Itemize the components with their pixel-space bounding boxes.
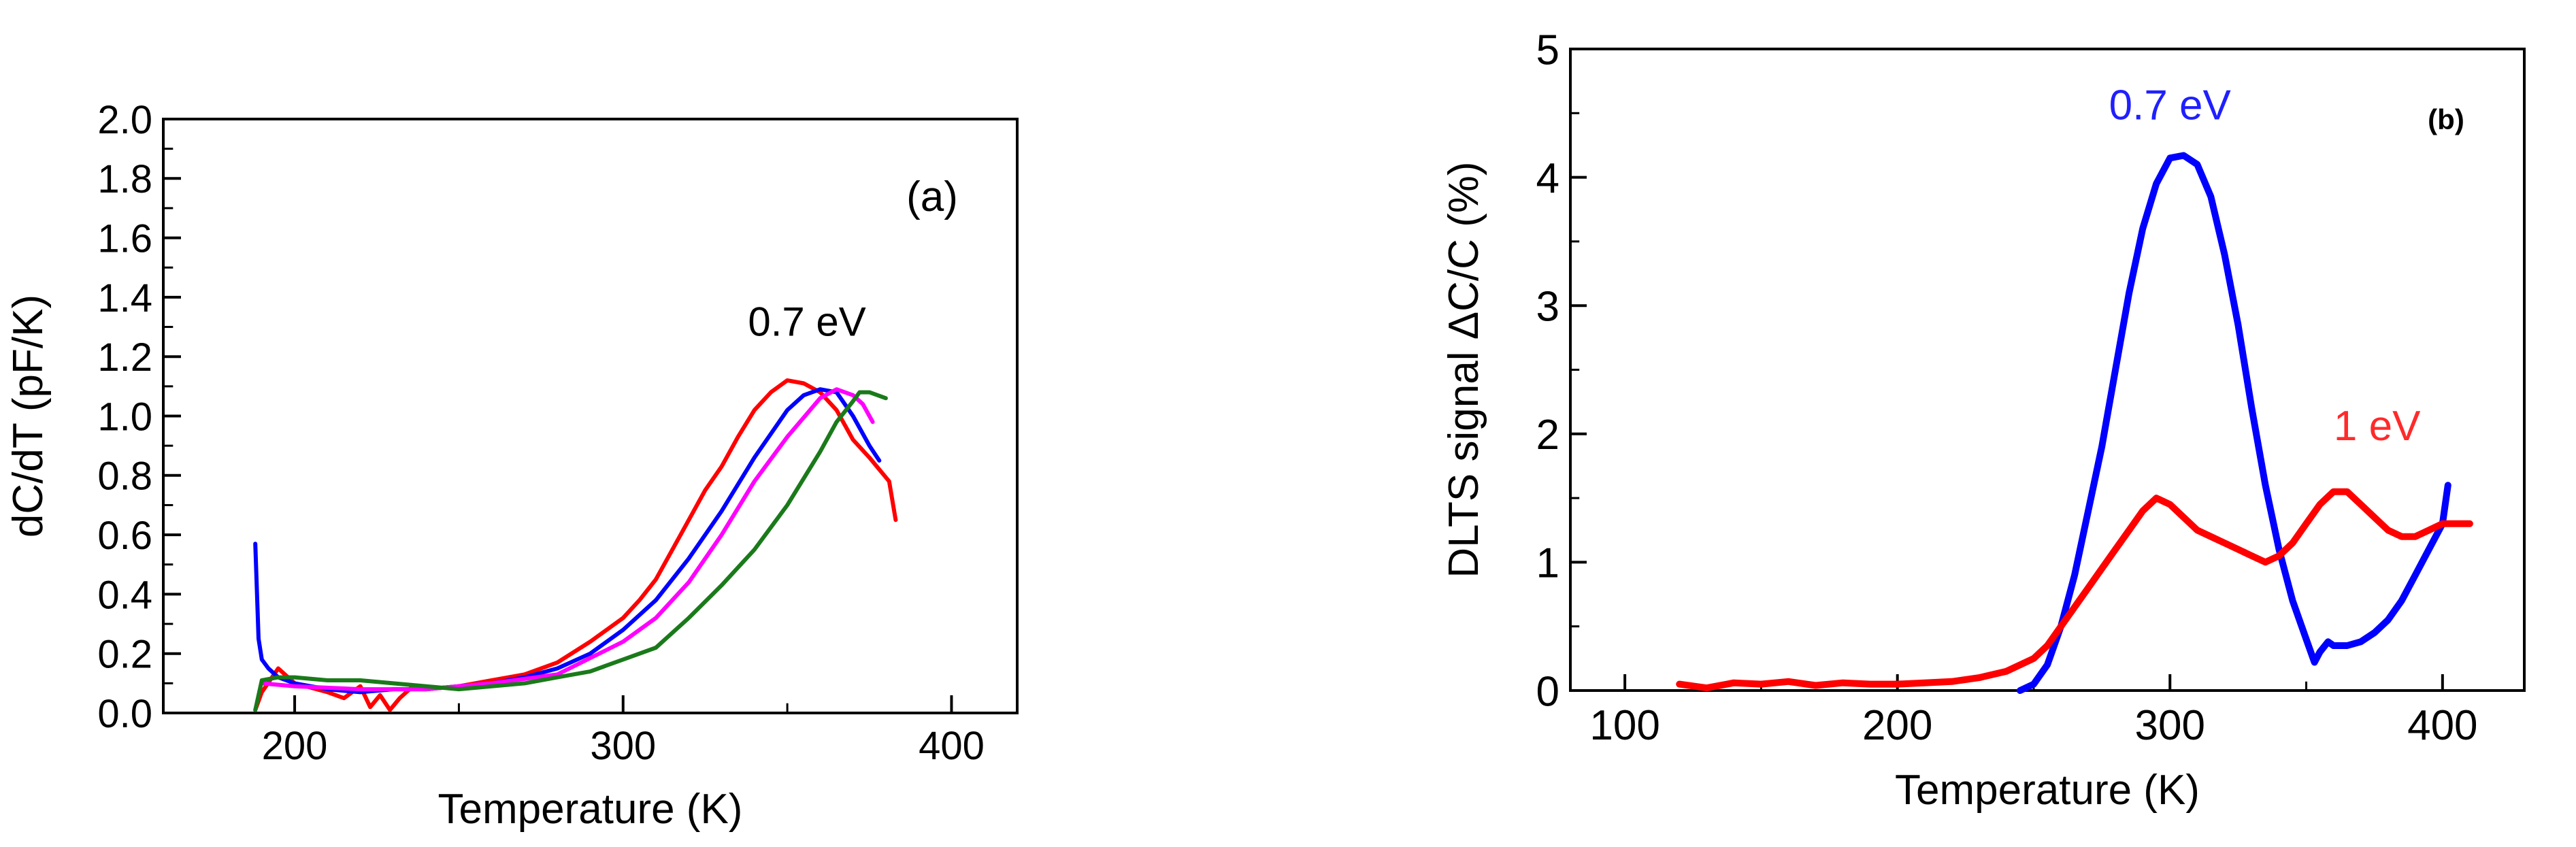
b-y-tick-label: 0 (1536, 668, 1559, 715)
b-series-line-1-ev (1676, 488, 2473, 692)
b-y-tick-label: 2 (1536, 412, 1559, 459)
a-y-tick-label: 1.8 (97, 157, 152, 201)
a-y-tick-label: 1.0 (97, 395, 152, 439)
b-y-tick-label: 3 (1536, 284, 1559, 331)
b-annotation-1-ev: 1 eV (2334, 403, 2421, 450)
a-y-tick-label: 1.2 (97, 335, 152, 380)
a-series-line-green (253, 390, 888, 712)
a-y-tick-label: 0.8 (97, 454, 152, 499)
a-y-tick-label: 0.6 (97, 514, 152, 558)
b-series-line-0-7-ev (2016, 152, 2451, 694)
b-x-tick-label: 100 (1589, 702, 1659, 749)
a-y-tick-label: 2.0 (97, 98, 152, 142)
b-y-tick-label: 5 (1536, 27, 1559, 73)
a-x-tick-label: 300 (590, 724, 656, 768)
a-y-tick-label: 0.4 (97, 573, 152, 617)
b-x-axis-title: Temperature (K) (1895, 767, 2200, 814)
panel-a-chart: 200 300 400 0.0 0.2 0.4 0.6 0.8 1.0 1.2 1.4 1.6 1.8 2… (5, 98, 1019, 833)
a-annotation-0-7-ev: 0.7 eV (748, 299, 865, 345)
a-y-tick-label: 1.4 (97, 276, 152, 320)
a-series-line-red (253, 378, 898, 712)
b-x-tick-label: 200 (1862, 702, 1932, 749)
panel-b-chart: 100 200 300 400 0 1 2 3 4 5 Temperature (K) DLTS si… (1440, 27, 2526, 814)
a-series-line-magenta (259, 387, 875, 692)
b-x-tick-label: 400 (2407, 702, 2477, 749)
a-y-axis-title: dC/dT (pF/K) (5, 295, 52, 537)
a-x-tick-label: 200 (262, 724, 328, 768)
b-y-tick-label: 4 (1536, 155, 1559, 202)
b-annotation-0-7-ev: 0.7 eV (2109, 82, 2232, 129)
a-y-tick-label: 0.0 (97, 692, 152, 736)
a-y-tick-label: 1.6 (97, 216, 152, 261)
a-panel-label: (a) (906, 173, 958, 220)
a-x-tick-label: 400 (919, 724, 985, 768)
b-y-tick-label: 1 (1536, 540, 1559, 587)
b-x-tick-label: 300 (2135, 702, 2205, 749)
a-x-axis-title: Temperature (K) (438, 786, 743, 833)
b-panel-label: (b) (2428, 103, 2464, 135)
b-y-axis-title: DLTS signal ΔC/C (%) (1440, 161, 1487, 578)
a-y-tick-label: 0.2 (97, 633, 152, 677)
